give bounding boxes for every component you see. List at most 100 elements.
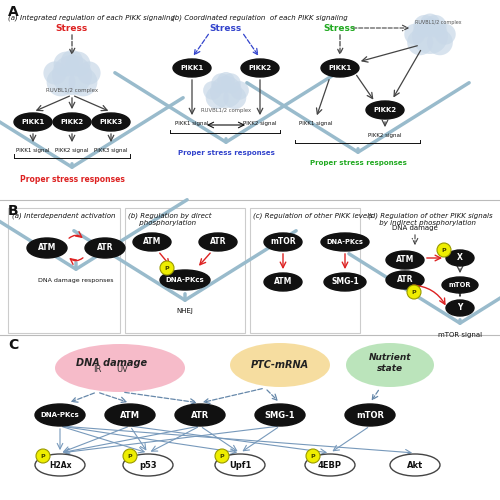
Ellipse shape bbox=[264, 273, 302, 291]
Text: DNA-PKcs: DNA-PKcs bbox=[326, 239, 364, 245]
Text: mTOR: mTOR bbox=[449, 282, 471, 288]
Text: ATM: ATM bbox=[143, 238, 161, 246]
Text: Nutrient
state: Nutrient state bbox=[369, 354, 411, 372]
Ellipse shape bbox=[390, 454, 440, 476]
Circle shape bbox=[221, 74, 240, 93]
Text: NHEJ: NHEJ bbox=[176, 308, 194, 314]
Ellipse shape bbox=[366, 101, 404, 119]
Ellipse shape bbox=[105, 404, 155, 426]
Text: P: P bbox=[442, 248, 446, 252]
Ellipse shape bbox=[85, 238, 125, 258]
Text: P: P bbox=[412, 290, 416, 294]
FancyBboxPatch shape bbox=[250, 208, 360, 333]
Circle shape bbox=[203, 81, 222, 100]
Text: P: P bbox=[310, 454, 316, 458]
Circle shape bbox=[407, 285, 421, 299]
Text: UV: UV bbox=[116, 366, 128, 374]
Ellipse shape bbox=[321, 233, 369, 251]
Ellipse shape bbox=[92, 113, 130, 131]
Text: PIKK1: PIKK1 bbox=[22, 119, 44, 125]
Circle shape bbox=[306, 449, 320, 463]
Text: ATR: ATR bbox=[97, 244, 113, 252]
Text: 4EBP: 4EBP bbox=[318, 460, 342, 469]
Text: RUVBL1/2 complex: RUVBL1/2 complex bbox=[415, 20, 462, 25]
Text: PIKK1 signal: PIKK1 signal bbox=[16, 148, 50, 153]
Circle shape bbox=[210, 76, 242, 108]
Text: PIKK2: PIKK2 bbox=[248, 65, 272, 71]
Text: Proper stress responses: Proper stress responses bbox=[178, 150, 274, 156]
Ellipse shape bbox=[133, 233, 171, 251]
Ellipse shape bbox=[442, 277, 478, 293]
Ellipse shape bbox=[386, 251, 424, 269]
Text: PIKK1 signal: PIKK1 signal bbox=[176, 121, 209, 126]
Text: B: B bbox=[8, 204, 18, 218]
Text: H2Ax: H2Ax bbox=[49, 460, 72, 469]
Text: (a) Interdependent activation: (a) Interdependent activation bbox=[12, 212, 116, 218]
Text: (d) Regulation of other PIKK signals
     by indirect phosphorylation: (d) Regulation of other PIKK signals by … bbox=[368, 212, 492, 226]
Text: DNA damage responses: DNA damage responses bbox=[38, 278, 114, 283]
Text: ATM: ATM bbox=[396, 256, 414, 264]
Circle shape bbox=[54, 52, 78, 76]
Ellipse shape bbox=[215, 454, 265, 476]
Circle shape bbox=[427, 30, 453, 56]
Ellipse shape bbox=[386, 271, 424, 289]
Text: C: C bbox=[8, 338, 18, 352]
Text: mTOR: mTOR bbox=[356, 410, 384, 420]
Text: p53: p53 bbox=[139, 460, 157, 469]
Circle shape bbox=[68, 68, 98, 96]
Text: ATM: ATM bbox=[38, 244, 56, 252]
Circle shape bbox=[217, 72, 235, 90]
Text: PIKK1: PIKK1 bbox=[180, 65, 204, 71]
Text: IR: IR bbox=[93, 366, 101, 374]
Text: Y: Y bbox=[458, 304, 462, 312]
Ellipse shape bbox=[53, 113, 91, 131]
Ellipse shape bbox=[199, 233, 237, 251]
Text: ATR: ATR bbox=[191, 410, 209, 420]
Ellipse shape bbox=[321, 59, 359, 77]
Text: ATR: ATR bbox=[210, 238, 226, 246]
FancyBboxPatch shape bbox=[125, 208, 245, 333]
Circle shape bbox=[44, 62, 66, 84]
Circle shape bbox=[46, 68, 76, 96]
Text: (b) Coordinated regulation  of each PIKK signaling: (b) Coordinated regulation of each PIKK … bbox=[172, 14, 348, 20]
Text: DNA damage: DNA damage bbox=[392, 225, 438, 231]
Circle shape bbox=[435, 24, 456, 44]
Text: P: P bbox=[128, 454, 132, 458]
Text: PIKK1: PIKK1 bbox=[328, 65, 351, 71]
Ellipse shape bbox=[346, 343, 434, 387]
Text: SMG-1: SMG-1 bbox=[264, 410, 296, 420]
Circle shape bbox=[78, 62, 100, 84]
Text: PIKK2: PIKK2 bbox=[60, 119, 84, 125]
Ellipse shape bbox=[35, 454, 85, 476]
Text: Upf1: Upf1 bbox=[229, 460, 251, 469]
Text: (c) Regulation of other PIKK levels: (c) Regulation of other PIKK levels bbox=[253, 212, 373, 218]
Circle shape bbox=[407, 30, 433, 56]
Ellipse shape bbox=[35, 404, 85, 426]
Text: Proper stress responses: Proper stress responses bbox=[310, 160, 406, 166]
Text: RUVBL1/2 complex: RUVBL1/2 complex bbox=[201, 108, 251, 113]
Text: SMG-1: SMG-1 bbox=[331, 278, 359, 286]
Text: DNA damage: DNA damage bbox=[76, 358, 148, 368]
Text: ATR: ATR bbox=[397, 276, 413, 284]
FancyBboxPatch shape bbox=[8, 208, 120, 333]
Circle shape bbox=[215, 449, 229, 463]
Text: P: P bbox=[164, 266, 170, 270]
Circle shape bbox=[123, 449, 137, 463]
Circle shape bbox=[414, 15, 436, 38]
Text: PTC-mRNA: PTC-mRNA bbox=[251, 360, 309, 370]
Ellipse shape bbox=[55, 344, 185, 392]
Circle shape bbox=[212, 74, 231, 93]
Text: PIKK2 signal: PIKK2 signal bbox=[368, 133, 402, 138]
Text: PIKK2: PIKK2 bbox=[374, 107, 396, 113]
Text: RUVBL1/2 complex: RUVBL1/2 complex bbox=[46, 88, 98, 93]
Text: Stress: Stress bbox=[324, 24, 356, 33]
Text: PIKK2 signal: PIKK2 signal bbox=[55, 148, 89, 153]
Circle shape bbox=[224, 86, 246, 109]
Text: Stress: Stress bbox=[56, 24, 88, 33]
Ellipse shape bbox=[446, 250, 474, 266]
Text: ATM: ATM bbox=[120, 410, 140, 420]
Circle shape bbox=[52, 55, 92, 95]
Ellipse shape bbox=[345, 404, 395, 426]
Ellipse shape bbox=[14, 113, 52, 131]
Text: X: X bbox=[457, 254, 463, 262]
